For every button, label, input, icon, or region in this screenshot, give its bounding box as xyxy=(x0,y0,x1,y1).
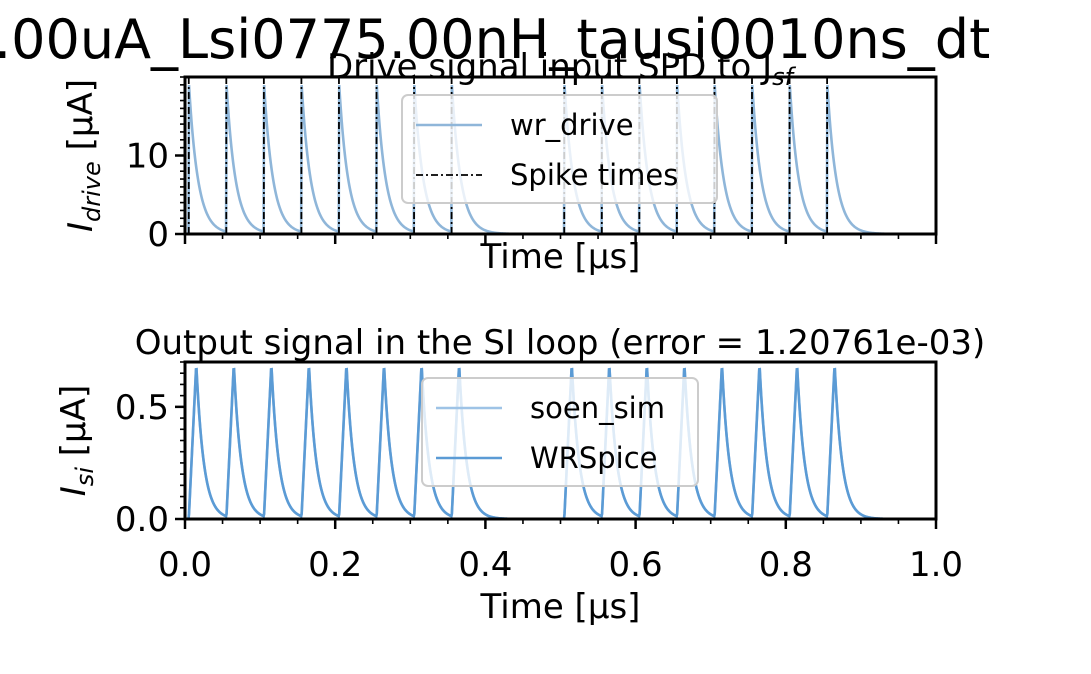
legend: soen_sim WRSpice xyxy=(421,377,699,487)
x-axis-label: Time [μs] xyxy=(480,587,641,627)
legend-label: soen_sim xyxy=(530,391,665,425)
y-tick-label: 0 xyxy=(147,215,169,255)
x-tick-label: 0.8 xyxy=(759,545,813,585)
plot-area xyxy=(185,367,936,519)
legend-box xyxy=(401,94,718,204)
x-tick-label: 0.4 xyxy=(458,545,512,585)
drive-signal-panel: 0 10 Drive signal input SPD to Jsf Time [μs… xyxy=(61,47,938,277)
legend-label: WRSpice xyxy=(530,441,657,475)
y-tick-label: 10 xyxy=(126,137,169,177)
y-tick-label: 0.5 xyxy=(115,388,169,428)
figure-suptitle: .00uA_Lsi0775.00nH_tausi0010ns_dt xyxy=(0,8,990,71)
y-tick-label: 0.0 xyxy=(115,500,169,540)
y-axis-label: Idrive [μA] xyxy=(61,79,106,232)
legend-label: Spike times xyxy=(510,158,678,192)
x-tick-label: 0.2 xyxy=(308,545,362,585)
chart-title: Output signal in the SI loop (error = 1.… xyxy=(135,323,986,363)
series-line-WRSpice xyxy=(185,367,936,519)
y-axis-label: Isi [μA] xyxy=(54,385,99,496)
x-tick-label: 0.0 xyxy=(158,545,212,585)
x-tick-label: 1.0 xyxy=(909,545,963,585)
x-tick-label: 0.6 xyxy=(609,545,663,585)
x-axis-label: Time [μs] xyxy=(480,237,641,277)
legend: wr_drive Spike times xyxy=(401,94,718,204)
output-signal-panel: 0.0 0.2 0.4 0.6 0.8 1.0 0.0 0.5 Output signal in… xyxy=(54,323,985,627)
chart-title: Drive signal input SPD to Jsf xyxy=(327,47,797,91)
legend-label: wr_drive xyxy=(510,108,634,142)
series-line-wr_drive xyxy=(185,85,936,234)
